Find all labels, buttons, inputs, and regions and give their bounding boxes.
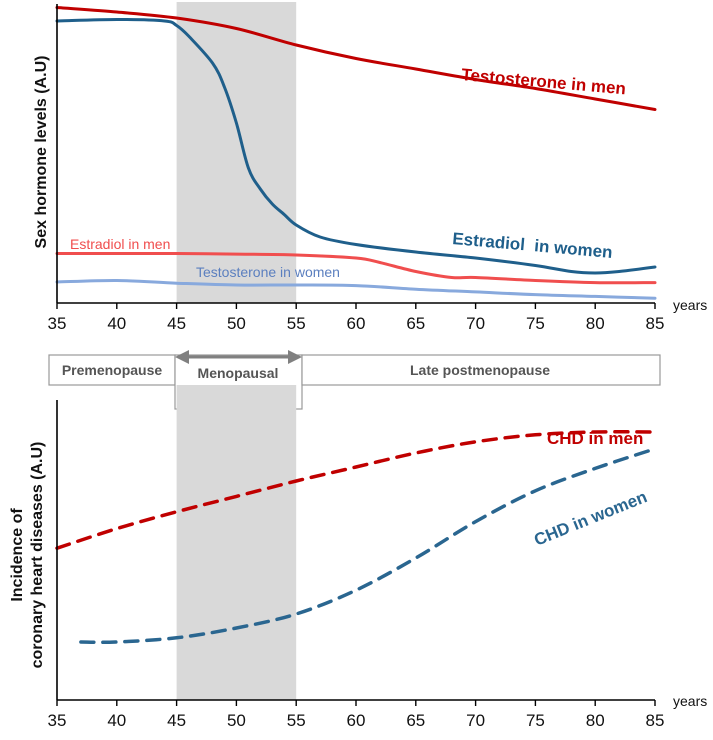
x-tick-label: 55: [287, 711, 306, 730]
x-tick-label: 35: [48, 711, 67, 730]
phase-label-premenopause: Premenopause: [62, 362, 163, 378]
series-line-testosterone-in-men: [55, 6, 657, 111]
series-line-estradiol-in-men: [55, 251, 657, 285]
menopausal-transition-band: [176, 2, 297, 303]
x-tick-label: 40: [107, 711, 126, 730]
x-tick-label: 75: [526, 711, 545, 730]
y-axis-label: Sex hormone levels (A.U): [33, 56, 50, 249]
chd-chart: 35 40 45 50 55 60 65 70 75 80 85 years Incidence o…: [9, 385, 707, 730]
x-tick-label: 85: [646, 711, 665, 730]
series-line-testosterone-in-women: [55, 278, 657, 300]
series-line-chd-in-women: [79, 447, 657, 645]
menopausal-transition-band: [176, 385, 297, 700]
series-label-testosterone-women: Testosterone in women: [196, 264, 340, 280]
x-tick-label: 85: [646, 314, 665, 333]
x-tick-label: 40: [107, 314, 126, 333]
x-tick-label: 50: [227, 314, 246, 333]
x-tick-label: 75: [526, 314, 545, 333]
phase-label-transition-line1: Menopausal: [198, 365, 279, 381]
transition-double-arrow: [175, 350, 302, 364]
y-axis-label-line2: coronary heart diseases (A.U): [29, 442, 46, 669]
x-tick-label: 65: [406, 711, 425, 730]
phase-box-postmenopause: [301, 354, 661, 386]
phase-label-postmenopause: Late postmenopause: [410, 362, 550, 378]
series-line-estradiol-in-women: [55, 18, 657, 275]
x-tick-label: 60: [347, 711, 366, 730]
x-tick-label: 80: [586, 711, 605, 730]
x-tick-label: 80: [586, 314, 605, 333]
y-axis-label-line1: Incidence of: [9, 508, 26, 602]
x-tick-label: 70: [466, 314, 485, 333]
series-label-chd-men: CHD in men: [547, 429, 643, 448]
hormone-chart: 35 40 45 50 55 60 65 70 75 80 85 years Sex hormone…: [33, 2, 707, 333]
x-tick-label: 35: [48, 314, 67, 333]
x-unit-label: years: [673, 693, 707, 709]
series-label-chd-women: CHD in women: [531, 487, 649, 550]
phase-timeline: Premenopause Menopausal transition Late …: [48, 350, 661, 410]
x-unit-label: years: [673, 297, 707, 313]
series-line-chd-in-men: [55, 430, 657, 550]
x-tick-label: 45: [167, 711, 186, 730]
x-tick-label: 50: [227, 711, 246, 730]
x-tick-label: 60: [347, 314, 366, 333]
x-tick-label: 45: [167, 314, 186, 333]
x-tick-label: 65: [406, 314, 425, 333]
x-tick-label: 55: [287, 314, 306, 333]
series-label-testosterone-men: Testosterone in men: [461, 65, 627, 98]
x-tick-label: 70: [466, 711, 485, 730]
series-label-estradiol-men: Estradiol in men: [70, 236, 170, 252]
phase-box-premenopause: [48, 354, 176, 386]
